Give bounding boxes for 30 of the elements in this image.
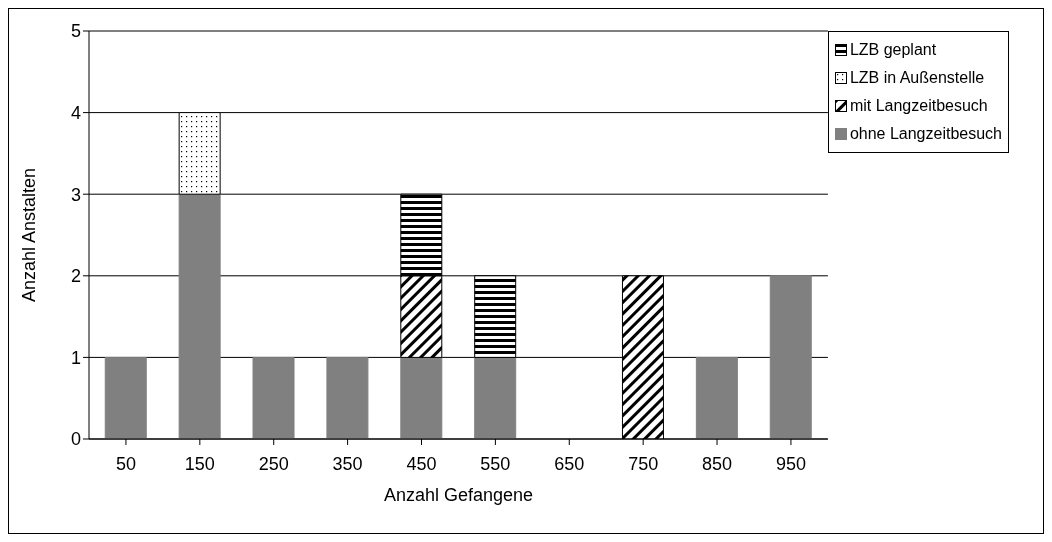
y-tick-label: 4 — [70, 102, 81, 123]
x-tick-label: 850 — [702, 453, 733, 474]
y-axis-title: Anzahl Anstalten — [19, 167, 40, 303]
legend-label: ohne Langzeitbesuch — [849, 125, 1002, 143]
x-tick-label: 50 — [115, 453, 136, 474]
y-tick-label: 2 — [70, 266, 81, 287]
y-tick-label: 3 — [70, 184, 81, 205]
bar — [178, 193, 221, 439]
x-tick-label: 550 — [480, 453, 511, 474]
bar — [104, 356, 147, 439]
x-tick-label: 650 — [554, 453, 585, 474]
bar — [326, 356, 369, 439]
x-tick-label: 250 — [258, 453, 289, 474]
x-axis-title: Anzahl Gefangene — [383, 485, 533, 505]
x-tick-label: 350 — [332, 453, 363, 474]
bar — [769, 275, 812, 439]
x-tick-label: 750 — [628, 453, 659, 474]
bar — [400, 356, 443, 439]
bar — [695, 356, 738, 439]
legend-label: mit Langzeitbesuch — [849, 97, 988, 115]
x-tick-label: 450 — [406, 453, 437, 474]
y-tick-label: 0 — [70, 429, 81, 450]
bar — [474, 356, 517, 439]
x-tick-label: 950 — [775, 453, 806, 474]
legend-label: LZB geplant — [849, 41, 937, 59]
y-tick-label: 1 — [70, 347, 81, 368]
x-tick-label: 150 — [184, 453, 215, 474]
y-tick-label: 5 — [70, 21, 81, 42]
legend-label: LZB in Außenstelle — [849, 69, 985, 87]
bar — [252, 356, 295, 439]
